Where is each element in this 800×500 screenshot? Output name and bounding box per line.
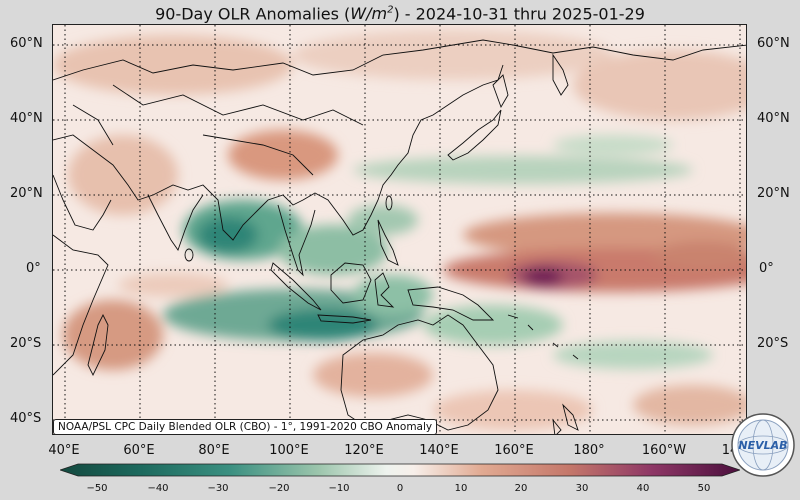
colorbar-tick: 30 <box>575 483 589 494</box>
lat-label-left-0: 0° <box>26 261 41 276</box>
lat-label-left-60n: 60°N <box>10 36 43 51</box>
lat-label-left-20s: 20°S <box>10 336 42 351</box>
map-title: 90-Day OLR Anomalies (W/m2) - 2024-10-31… <box>155 4 645 24</box>
lat-label-left-20n: 20°N <box>10 186 43 201</box>
lon-label-140e: 140°E <box>419 443 459 458</box>
map-canvas <box>53 25 746 434</box>
lat-label-right-0: 0° <box>759 261 774 276</box>
colorbar-tick: 0 <box>396 483 404 494</box>
logo-text: NEVLAB <box>738 439 787 452</box>
colorbar-tick: −30 <box>207 483 229 494</box>
lon-label-80e: 80°E <box>198 443 230 458</box>
lon-label-40e: 40°E <box>48 443 80 458</box>
lon-label-160w: 160°W <box>641 443 687 458</box>
colorbar-tick: −50 <box>86 483 108 494</box>
lon-label-100e: 100°E <box>269 443 309 458</box>
data-source-credit: NOAA/PSL CPC Daily Blended OLR (CBO) - 1… <box>53 419 438 435</box>
lat-label-right-40n: 40°N <box>757 111 790 126</box>
colorbar-tick: 20 <box>514 483 528 494</box>
olr-anomaly-map <box>52 24 747 435</box>
lat-label-left-40s: 40°S <box>10 411 42 426</box>
lat-label-right-20s: 20°S <box>757 336 789 351</box>
nevlab-globe-logo-icon: NEVLAB <box>731 413 795 477</box>
anomaly-field <box>53 30 746 430</box>
colorbar-tick: −40 <box>147 483 169 494</box>
colorbar-tick: 10 <box>454 483 468 494</box>
colorbar-tick: −20 <box>268 483 290 494</box>
lat-label-left-40n: 40°N <box>10 111 43 126</box>
lat-label-right-20n: 20°N <box>757 186 790 201</box>
colorbar-tick: −10 <box>328 483 350 494</box>
colorbar-tick: 40 <box>636 483 650 494</box>
lon-label-160e: 160°E <box>494 443 534 458</box>
colorbar-tick: 50 <box>697 483 711 494</box>
lat-label-right-60n: 60°N <box>757 36 790 51</box>
lon-label-120e: 120°E <box>344 443 384 458</box>
colorbar <box>60 463 740 477</box>
lon-label-180: 180° <box>573 443 605 458</box>
lon-label-60e: 60°E <box>123 443 155 458</box>
